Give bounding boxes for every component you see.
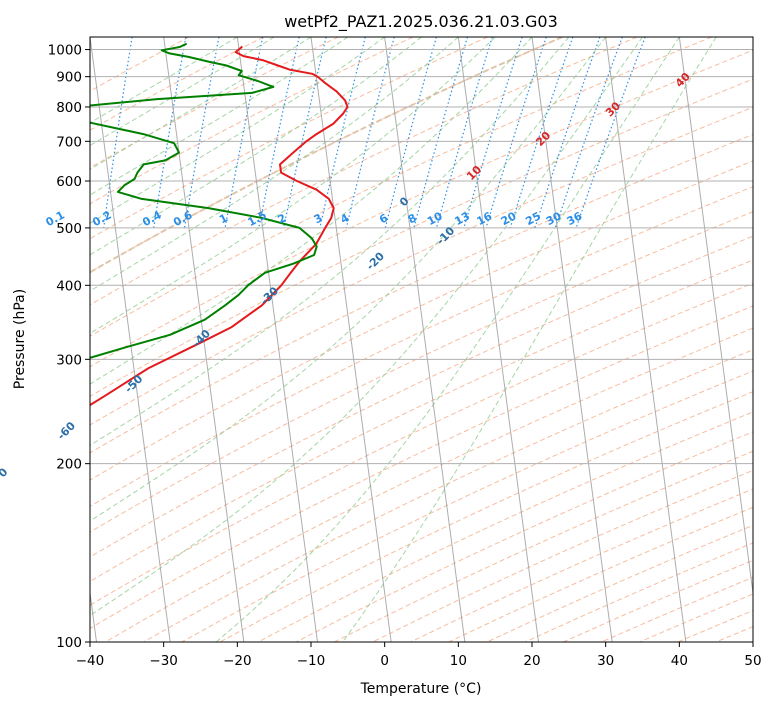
mixing-ratio-line xyxy=(554,37,623,229)
plot-frame xyxy=(89,36,754,643)
dry-adiabat xyxy=(105,327,753,642)
x-tick-label: 30 xyxy=(597,653,614,669)
mixing-ratio-line xyxy=(283,37,327,229)
y-tick-label: 600 xyxy=(56,174,82,190)
isotherm xyxy=(236,37,318,642)
x-tick-label: −10 xyxy=(297,653,326,669)
reference-adiabat xyxy=(90,37,563,274)
x-tick-label: 0 xyxy=(380,653,389,669)
y-tick-label: 800 xyxy=(56,100,82,116)
x-tick-label: 40 xyxy=(671,653,688,669)
moist-adiabat xyxy=(90,37,385,224)
mixing-ratio-line xyxy=(509,37,574,229)
mixing-ratio-line xyxy=(57,37,82,228)
dry-adiabat xyxy=(90,160,753,481)
x-tick-label: −20 xyxy=(223,653,252,669)
y-axis-label: Pressure (hPa) xyxy=(12,289,28,389)
isotherm xyxy=(384,37,466,642)
x-tick-label: 10 xyxy=(450,653,467,669)
y-tick-label: 200 xyxy=(56,457,82,473)
mixing-ratio-line xyxy=(485,37,547,229)
y-tick-label: 1000 xyxy=(48,43,82,59)
mixing-ratio-label: 36 xyxy=(565,209,585,228)
y-tick-label: 500 xyxy=(56,221,82,237)
moist-adiabat xyxy=(90,37,533,385)
moist-adiabat xyxy=(90,37,349,196)
moist-adiabat xyxy=(90,37,275,147)
dry-adiabat xyxy=(143,349,753,642)
dry-adiabat xyxy=(90,49,753,368)
mixing-ratio-line xyxy=(384,37,437,229)
y-tick-label: 300 xyxy=(56,352,82,368)
isotherm xyxy=(531,37,613,642)
mixing-ratio-line xyxy=(463,37,523,229)
dewpoint-line xyxy=(90,42,318,359)
dry-adiabat xyxy=(219,391,753,642)
line-label: -60 xyxy=(55,419,78,442)
y-tick-label: 100 xyxy=(56,635,82,651)
dry-adiabat xyxy=(90,78,753,397)
dry-adiabat xyxy=(90,305,753,630)
mixing-ratio-label: 25 xyxy=(523,209,543,228)
moist-adiabat xyxy=(90,37,459,292)
mixing-ratio-line xyxy=(413,37,469,229)
dry-adiabat xyxy=(90,133,753,454)
mixing-ratio-lines xyxy=(57,37,646,229)
mixing-ratio-line xyxy=(435,37,493,229)
x-tick-label: 50 xyxy=(744,653,761,669)
moist-adiabat xyxy=(90,37,422,256)
y-tick-label: 900 xyxy=(56,70,82,86)
moist-adiabat xyxy=(215,37,680,642)
mixing-ratio-label: 20 xyxy=(499,209,519,228)
isotherm xyxy=(605,37,687,642)
x-axis-ticks: −40 −30 −20 −10 0 10 20 30 40 50 xyxy=(76,642,762,669)
isotherm xyxy=(90,37,171,642)
dry-adiabats xyxy=(90,37,775,642)
isotherm xyxy=(752,37,753,41)
temperature-line xyxy=(90,45,349,407)
mixing-ratio-line xyxy=(319,37,366,229)
dry-adiabat xyxy=(90,37,488,240)
mixing-ratio-line xyxy=(575,37,646,229)
y-axis-ticks: 100 200 300 400 500 600 700 800 900 1000 xyxy=(48,43,90,651)
line-label: -70 xyxy=(0,465,11,488)
x-tick-label: −30 xyxy=(149,653,178,669)
mixing-ratio-line xyxy=(258,37,300,229)
chart-title: wetPf2_PAZ1.2025.036.21.03.G03 xyxy=(284,12,558,32)
mixing-ratio-label: 30 xyxy=(544,209,564,228)
dry-adiabat xyxy=(90,37,264,131)
mixing-ratio-line xyxy=(534,37,601,229)
dry-adiabat xyxy=(90,186,753,507)
isotherm xyxy=(163,37,245,642)
moist-adiabat xyxy=(90,37,238,124)
moist-adiabat xyxy=(90,37,496,335)
moist-adiabat xyxy=(90,37,643,617)
y-tick-label: 400 xyxy=(56,278,82,294)
mixing-ratio-label: 16 xyxy=(475,209,495,228)
pressure-gridlines xyxy=(90,49,753,642)
mixing-ratio-line xyxy=(224,37,264,229)
dry-adiabat xyxy=(90,37,638,306)
isotherm xyxy=(310,37,392,642)
profile-lines xyxy=(90,42,349,407)
isotherms xyxy=(90,37,753,642)
dry-adiabat xyxy=(90,37,190,92)
x-tick-label: 20 xyxy=(523,653,540,669)
isotherm xyxy=(678,37,753,597)
mixing-ratio-label: 13 xyxy=(452,209,472,228)
isotherm xyxy=(90,589,97,642)
mixing-ratio-label: 10 xyxy=(425,209,445,228)
isotherm xyxy=(457,37,539,642)
dry-adiabat xyxy=(181,370,753,642)
moist-adiabat xyxy=(342,37,717,642)
dry-adiabat xyxy=(90,282,753,606)
y-tick-label: 700 xyxy=(56,134,82,150)
plot-area xyxy=(90,37,753,642)
dry-adiabat xyxy=(754,37,775,642)
moist-adiabat xyxy=(90,37,570,446)
x-tick-label: −40 xyxy=(76,653,105,669)
x-axis-label: Temperature (°C) xyxy=(360,681,482,697)
moist-adiabats xyxy=(90,37,717,642)
